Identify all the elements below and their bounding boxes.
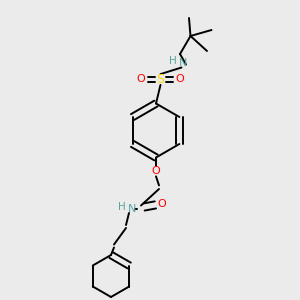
Text: N: N — [179, 58, 187, 68]
Text: N: N — [128, 203, 136, 214]
Text: O: O — [152, 166, 160, 176]
Text: O: O — [136, 74, 146, 85]
Text: O: O — [158, 199, 166, 209]
Text: S: S — [157, 73, 164, 86]
Text: H: H — [169, 56, 176, 67]
Text: O: O — [176, 74, 184, 85]
Text: H: H — [118, 202, 125, 212]
